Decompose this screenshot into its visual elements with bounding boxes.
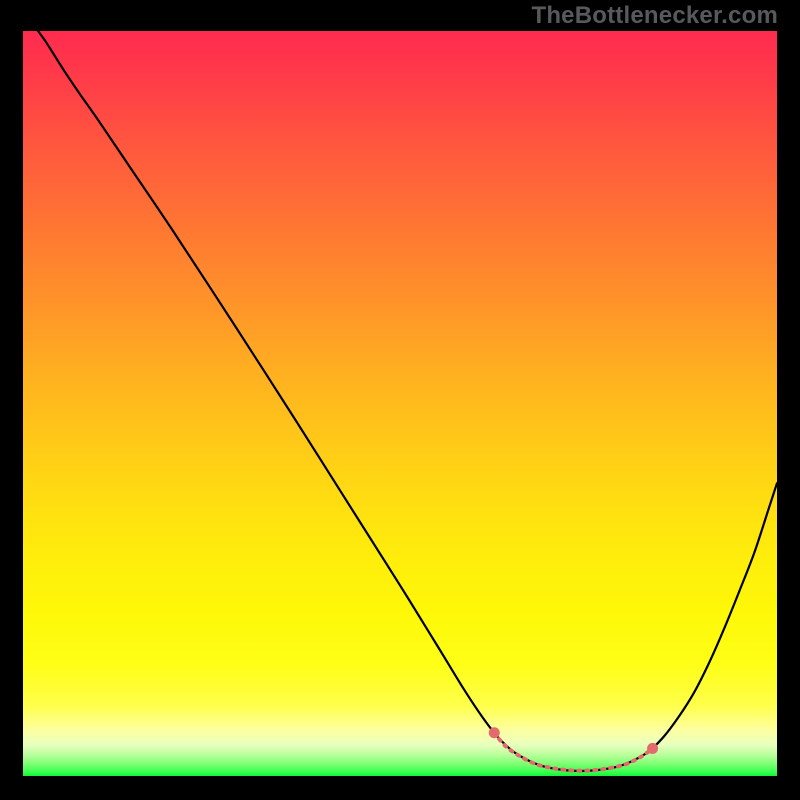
plot-area (23, 31, 777, 776)
optimal-range-end-dot (647, 743, 658, 754)
chart-container: TheBottlenecker.com (0, 0, 800, 800)
chart-background (23, 31, 777, 776)
optimal-range-start-dot (489, 727, 500, 738)
bottleneck-chart (23, 31, 777, 776)
watermark-text: TheBottlenecker.com (531, 2, 778, 30)
